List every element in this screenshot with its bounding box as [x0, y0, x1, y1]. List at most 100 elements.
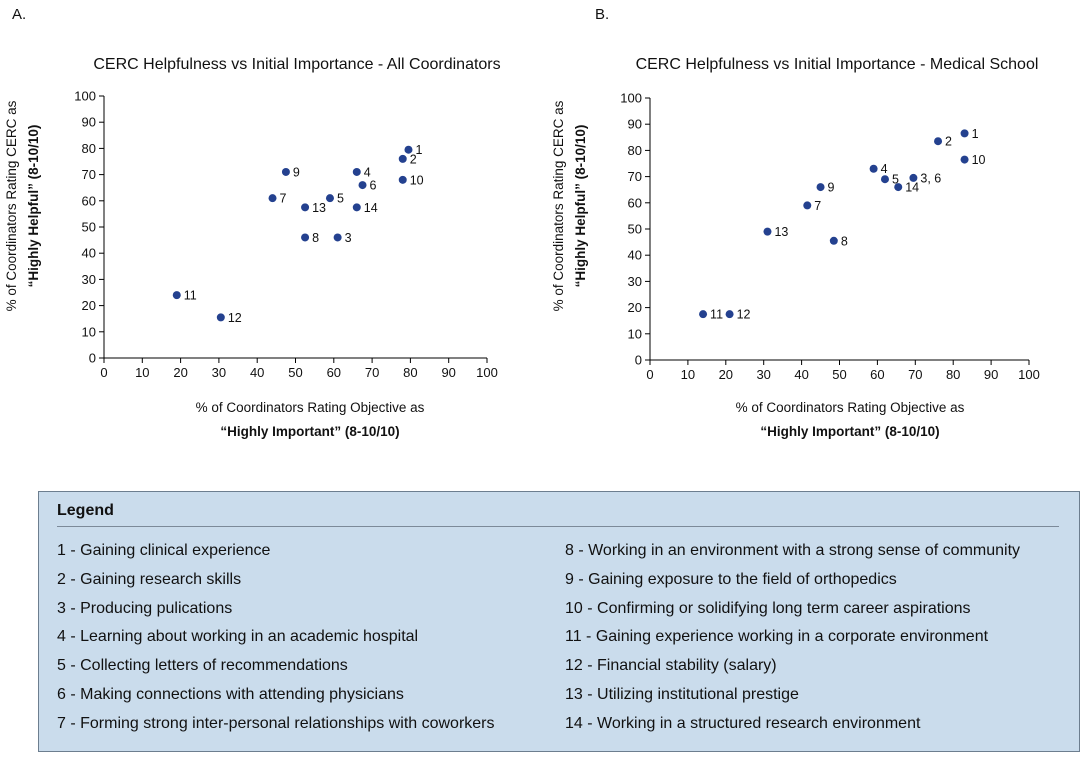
y-tick-label: 80: [628, 143, 642, 158]
legend-item-13: 13 - Utilizing institutional prestige: [565, 685, 799, 703]
x-tick-label: 50: [288, 365, 302, 380]
point-label: 13: [774, 225, 788, 239]
scatter-point-8: [301, 233, 310, 242]
scatter-point-7: [268, 194, 277, 203]
legend-item-10: 10 - Confirming or solidifying long term…: [565, 599, 971, 617]
x-tick-label: 80: [946, 367, 960, 382]
point-label: 10: [410, 173, 424, 187]
point-label: 13: [312, 201, 326, 215]
point-label: 3, 6: [920, 171, 941, 185]
scatter-point-2: [934, 137, 943, 146]
legend-item-1: 1 - Gaining clinical experience: [57, 542, 271, 559]
point-label: 8: [841, 234, 848, 248]
scatter-point-7: [803, 201, 812, 210]
x-tick-label: 0: [100, 365, 107, 380]
x-tick-label: 20: [719, 367, 733, 382]
point-label: 8: [312, 231, 319, 245]
scatter-point-1: [404, 145, 413, 154]
x-tick-label: 60: [327, 365, 341, 380]
scatter-point-4: [352, 167, 361, 176]
point-label: 4: [364, 165, 371, 179]
y-tick-label: 40: [628, 248, 642, 263]
point-label: 1: [972, 127, 979, 141]
point-label: 10: [972, 153, 986, 167]
y-tick-label: 70: [82, 167, 96, 182]
legend-item-3: 3 - Producing pulications: [57, 599, 233, 617]
x-tick-label: 100: [1018, 367, 1040, 382]
x-tick-label: 0: [646, 367, 653, 382]
y-axis-label-line2: “Highly Helpful” (8-10/10): [573, 124, 588, 288]
legend-item-4: 4 - Learning about working in an academi…: [57, 628, 419, 646]
scatter-point-1: [960, 129, 969, 138]
y-tick-label: 20: [628, 300, 642, 315]
scatter-point-12: [725, 310, 734, 319]
x-tick-label: 10: [681, 367, 695, 382]
panel-a-letter: A.: [12, 6, 27, 23]
scatter-point-10: [960, 155, 969, 164]
y-tick-label: 10: [628, 326, 642, 341]
y-tick-label: 50: [628, 222, 642, 237]
legend-item-5: 5 - Collecting letters of recommendation…: [57, 657, 348, 675]
chart-a-x-axis-label: % of Coordinators Rating Objective as “H…: [110, 396, 510, 444]
scatter-point-11: [699, 310, 708, 319]
point-label: 3: [345, 231, 352, 245]
scatter-point-14: [352, 203, 361, 212]
x-tick-label: 20: [173, 365, 187, 380]
point-label: 12: [737, 308, 751, 322]
point-label: 9: [293, 165, 300, 179]
y-tick-label: 90: [82, 115, 96, 130]
legend-item-9: 9 - Gaining exposure to the field of ort…: [565, 570, 897, 588]
legend-item-8: 8 - Working in an environment with a str…: [565, 542, 1021, 559]
y-axis-label-line2: “Highly Helpful” (8-10/10): [26, 124, 41, 288]
y-tick-label: 30: [82, 272, 96, 287]
point-label: 5: [337, 192, 344, 206]
y-axis-label-line1: % of Coordinators Rating CERC as: [551, 100, 566, 312]
legend-divider: [57, 526, 1059, 527]
y-tick-label: 100: [74, 89, 96, 104]
point-label: 4: [881, 162, 888, 176]
scatter-point-2: [398, 154, 407, 163]
x-tick-label: 10: [135, 365, 149, 380]
legend-title: Legend: [57, 502, 114, 519]
y-tick-label: 20: [82, 298, 96, 313]
scatter-point-10: [398, 175, 407, 184]
x-tick-label: 70: [908, 367, 922, 382]
y-tick-label: 60: [82, 193, 96, 208]
point-label: 11: [710, 308, 723, 322]
chart-a-y-axis-label: % of Coordinators Rating CERC as “Highly…: [1, 71, 45, 341]
chart-b-y-axis-label: % of Coordinators Rating CERC as “Highly…: [548, 71, 592, 341]
x-tick-label: 30: [756, 367, 770, 382]
point-label: 12: [228, 311, 242, 325]
scatter-point-9: [816, 183, 825, 192]
y-tick-label: 10: [82, 324, 96, 339]
scatter-point-5: [880, 175, 889, 184]
scatter-point-8: [829, 236, 838, 245]
y-tick-label: 90: [628, 117, 642, 132]
x-tick-label: 50: [832, 367, 846, 382]
y-tick-label: 100: [620, 91, 642, 106]
scatter-point-12: [216, 313, 225, 322]
scatter-point-14: [894, 183, 903, 192]
chart-b-plot: 0 10 20 30 40 50 60 70 80 90 100 0 10 20 30 40 50 60 70 80 9…: [620, 91, 1040, 383]
point-label: 5: [892, 173, 899, 187]
scatter-point-3-6: [909, 173, 918, 182]
y-tick-label: 50: [82, 220, 96, 235]
point-label: 2: [410, 152, 417, 166]
x-tick-label: 70: [365, 365, 379, 380]
point-label: 14: [905, 181, 919, 195]
legend-item-11: 11 - Gaining experience working in a cor…: [565, 628, 989, 646]
legend-item-14: 14 - Working in a structured research en…: [565, 714, 921, 732]
point-label: 2: [945, 135, 952, 149]
chart-a-plot: 0 10 20 30 40 50 60 70 80 90 100 0 10 20 30 40 50 60 70 80 9…: [74, 89, 498, 381]
scatter-point-13: [763, 227, 772, 236]
legend-column-right: 8 - Working in an environment with a str…: [565, 537, 1020, 739]
x-axis-label-line2: “Highly Important” (8-10/10): [760, 424, 940, 439]
scatter-point-6: [358, 181, 367, 190]
y-tick-label: 80: [82, 141, 96, 156]
legend-box: Legend 1 - Gaining clinical experience 2…: [38, 491, 1080, 752]
scatter-point-13: [301, 203, 310, 212]
y-tick-label: 0: [635, 353, 642, 368]
point-label: 7: [814, 199, 821, 213]
scatter-point-11: [172, 291, 181, 300]
chart-b-title: CERC Helpfulness vs Initial Importance -…: [635, 56, 1039, 73]
